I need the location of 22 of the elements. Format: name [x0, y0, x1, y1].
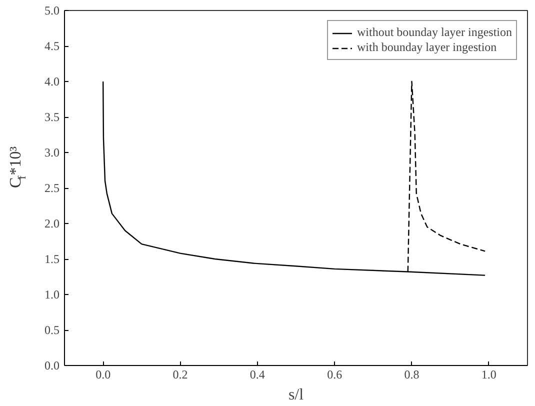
y-tick-label: 4.0 — [44, 74, 60, 88]
y-tick-label: 1.5 — [44, 252, 60, 266]
y-tick-label: 4.5 — [44, 39, 60, 53]
y-axis-title: Cf*10³ — [8, 146, 28, 188]
y-tick-label: 5.0 — [44, 4, 60, 18]
legend-label: without bounday layer ingestion — [357, 25, 512, 40]
y-tick-label: 3.5 — [44, 110, 60, 124]
legend-label: with bounday layer ingestion — [357, 40, 497, 55]
x-tick-label: 1.0 — [481, 368, 496, 382]
x-axis-title: s/l — [288, 386, 304, 404]
y-tick-label: 3.0 — [44, 146, 60, 160]
y-tick-label: 2.0 — [44, 216, 60, 230]
x-tick-label: 0.0 — [96, 368, 111, 382]
y-tick-label: 1.0 — [44, 288, 60, 302]
y-tick-label: 0.5 — [44, 323, 60, 337]
x-tick-label: 0.4 — [250, 368, 265, 382]
y-tick-label: 0.0 — [44, 358, 60, 372]
x-tick-label: 0.8 — [404, 368, 420, 382]
x-tick-label: 0.2 — [172, 368, 188, 382]
x-tick-label: 0.6 — [327, 368, 342, 382]
y-tick-label: 2.5 — [44, 181, 60, 195]
line-series — [102, 80, 486, 276]
